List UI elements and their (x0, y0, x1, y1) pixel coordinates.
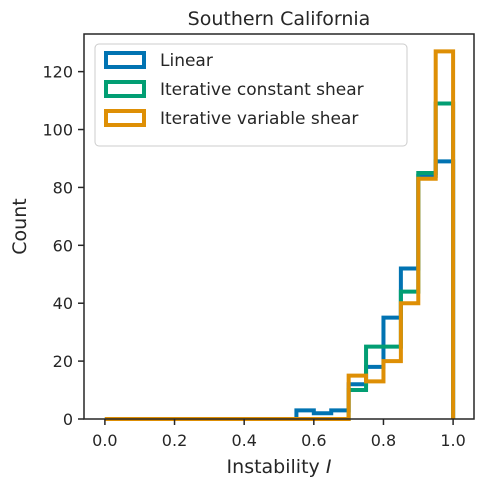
legend: Linear Iterative constant shear Iterative … (94, 43, 408, 147)
y-tick-label: 80 (53, 178, 73, 197)
x-tick-label: 0.2 (162, 431, 187, 450)
x-tick-label: 0.4 (231, 431, 256, 450)
legend-swatch (104, 51, 146, 69)
legend-label: Iterative constant shear (160, 80, 364, 100)
y-tick-label: 100 (42, 121, 73, 140)
legend-swatch (104, 80, 146, 98)
x-tick-label: 1.0 (440, 431, 465, 450)
x-tick-label: 0.6 (301, 431, 326, 450)
y-tick-label: 60 (53, 236, 73, 255)
y-axis-label: Count (9, 198, 31, 254)
chart-title: Southern California (188, 8, 371, 30)
x-axis-label: Instability I (227, 456, 332, 478)
x-axis: 0.0 0.2 0.4 0.6 0.8 1.0 (92, 419, 466, 450)
y-tick-label: 120 (42, 63, 73, 82)
x-axis-label-symbol: I (326, 456, 332, 478)
y-axis: 0 20 40 60 80 100 120 (42, 63, 84, 429)
x-axis-label-text: Instability (227, 456, 320, 478)
plot-frame (83, 33, 475, 420)
legend-swatch (104, 109, 146, 127)
y-tick-label: 40 (53, 294, 73, 313)
y-tick-label: 0 (63, 410, 73, 429)
y-tick-label: 20 (53, 352, 73, 371)
legend-label: Linear (160, 51, 213, 71)
x-tick-label: 0.8 (371, 431, 396, 450)
legend-label: Iterative variable shear (160, 109, 358, 129)
legend-box (94, 43, 408, 147)
x-tick-label: 0.0 (92, 431, 117, 450)
series-1-step-line (104, 101, 456, 421)
